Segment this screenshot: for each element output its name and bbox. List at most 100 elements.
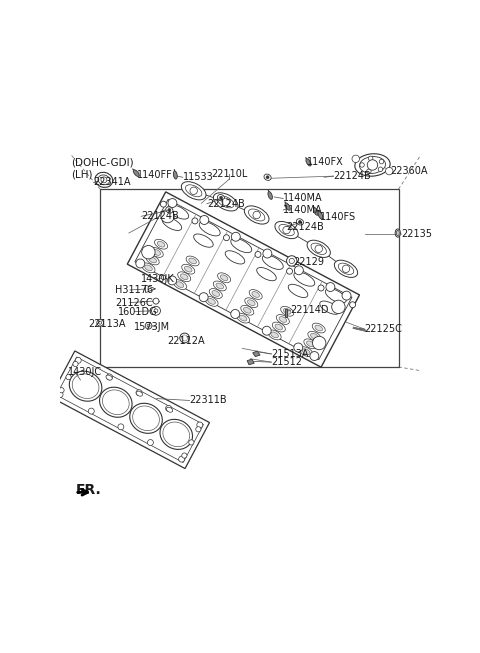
Circle shape bbox=[263, 249, 272, 258]
Ellipse shape bbox=[142, 263, 155, 273]
Ellipse shape bbox=[262, 255, 283, 270]
Circle shape bbox=[360, 163, 364, 167]
Circle shape bbox=[284, 227, 289, 232]
Ellipse shape bbox=[311, 334, 318, 339]
Ellipse shape bbox=[102, 390, 129, 415]
Ellipse shape bbox=[213, 281, 226, 291]
Circle shape bbox=[379, 159, 384, 164]
Circle shape bbox=[294, 266, 303, 275]
Ellipse shape bbox=[395, 229, 400, 237]
Ellipse shape bbox=[294, 272, 315, 286]
Text: FR.: FR. bbox=[76, 483, 101, 498]
Ellipse shape bbox=[99, 387, 132, 417]
Circle shape bbox=[142, 246, 155, 259]
Polygon shape bbox=[127, 192, 360, 367]
Circle shape bbox=[315, 245, 323, 253]
Ellipse shape bbox=[241, 306, 254, 315]
Ellipse shape bbox=[153, 249, 160, 255]
Ellipse shape bbox=[149, 257, 156, 263]
Circle shape bbox=[199, 293, 208, 302]
Text: 1601DG: 1601DG bbox=[118, 306, 157, 317]
Circle shape bbox=[318, 285, 324, 291]
Ellipse shape bbox=[181, 182, 206, 200]
Ellipse shape bbox=[208, 298, 216, 304]
Text: 22124B: 22124B bbox=[334, 171, 371, 181]
Ellipse shape bbox=[281, 306, 294, 316]
Ellipse shape bbox=[300, 347, 312, 357]
Text: 22125C: 22125C bbox=[364, 324, 402, 334]
Polygon shape bbox=[285, 309, 287, 317]
Ellipse shape bbox=[132, 406, 159, 430]
Circle shape bbox=[191, 188, 196, 193]
Circle shape bbox=[266, 176, 269, 179]
Circle shape bbox=[57, 392, 63, 398]
Circle shape bbox=[287, 256, 297, 266]
Text: 22124B: 22124B bbox=[207, 199, 245, 209]
Circle shape bbox=[99, 321, 102, 324]
Circle shape bbox=[59, 388, 64, 393]
Ellipse shape bbox=[182, 264, 195, 274]
Ellipse shape bbox=[157, 242, 165, 247]
Circle shape bbox=[147, 439, 154, 445]
Polygon shape bbox=[247, 359, 254, 365]
Ellipse shape bbox=[217, 273, 231, 283]
Ellipse shape bbox=[209, 289, 222, 298]
Polygon shape bbox=[50, 351, 209, 469]
Ellipse shape bbox=[312, 323, 325, 333]
Ellipse shape bbox=[325, 289, 346, 303]
Circle shape bbox=[287, 268, 292, 274]
Ellipse shape bbox=[306, 159, 311, 166]
Circle shape bbox=[342, 265, 350, 272]
Ellipse shape bbox=[176, 281, 184, 287]
Ellipse shape bbox=[217, 195, 225, 201]
Text: 1430JK: 1430JK bbox=[141, 274, 175, 284]
Circle shape bbox=[181, 335, 188, 341]
Circle shape bbox=[367, 160, 378, 170]
Circle shape bbox=[168, 276, 177, 285]
Circle shape bbox=[231, 232, 240, 241]
Ellipse shape bbox=[315, 325, 323, 331]
Ellipse shape bbox=[166, 207, 173, 213]
Text: 1140FS: 1140FS bbox=[321, 212, 357, 223]
Text: 22311B: 22311B bbox=[190, 396, 227, 406]
Ellipse shape bbox=[173, 279, 187, 289]
Circle shape bbox=[385, 167, 393, 175]
Ellipse shape bbox=[225, 251, 245, 264]
Ellipse shape bbox=[243, 308, 251, 313]
Circle shape bbox=[97, 319, 104, 326]
Ellipse shape bbox=[279, 317, 287, 323]
Ellipse shape bbox=[264, 174, 271, 180]
Circle shape bbox=[101, 177, 107, 183]
Ellipse shape bbox=[163, 422, 190, 447]
Ellipse shape bbox=[212, 291, 219, 296]
Circle shape bbox=[189, 440, 194, 445]
Ellipse shape bbox=[249, 209, 265, 221]
Bar bbox=[100, 189, 398, 367]
Circle shape bbox=[152, 306, 160, 315]
Text: 21513A: 21513A bbox=[271, 349, 309, 359]
Ellipse shape bbox=[304, 339, 317, 349]
Ellipse shape bbox=[245, 298, 258, 308]
Circle shape bbox=[145, 323, 152, 329]
Ellipse shape bbox=[288, 284, 308, 298]
Ellipse shape bbox=[248, 300, 255, 306]
Circle shape bbox=[222, 198, 229, 206]
Circle shape bbox=[343, 266, 348, 272]
Circle shape bbox=[161, 210, 174, 223]
Ellipse shape bbox=[184, 266, 192, 272]
Circle shape bbox=[196, 426, 201, 432]
Ellipse shape bbox=[268, 191, 273, 199]
Ellipse shape bbox=[338, 263, 354, 274]
Circle shape bbox=[73, 361, 78, 366]
Text: 22112A: 22112A bbox=[167, 336, 204, 346]
Circle shape bbox=[294, 343, 303, 352]
Circle shape bbox=[192, 218, 198, 224]
Text: 1140FF: 1140FF bbox=[137, 170, 173, 180]
Circle shape bbox=[180, 333, 190, 343]
Polygon shape bbox=[145, 285, 156, 293]
Text: 22124B: 22124B bbox=[286, 222, 324, 232]
Circle shape bbox=[168, 208, 171, 212]
Circle shape bbox=[190, 187, 197, 195]
Ellipse shape bbox=[275, 324, 283, 330]
Circle shape bbox=[136, 259, 145, 268]
